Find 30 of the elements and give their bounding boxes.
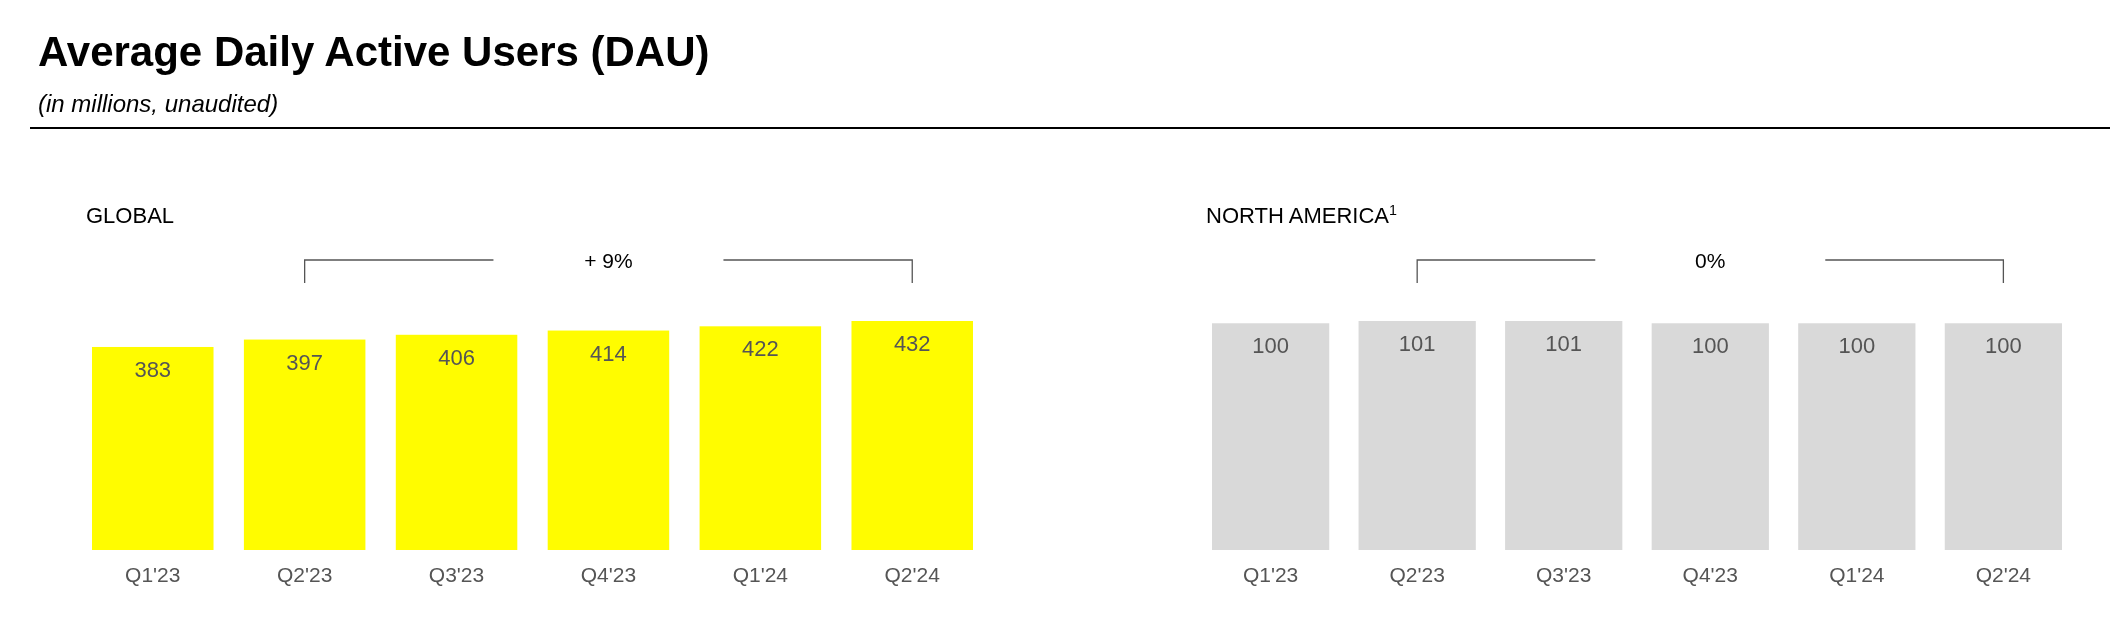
text: Average Daily Active Users (DAU) <box>38 28 710 75</box>
data-label: 100 <box>1838 333 1876 359</box>
data-label: 100 <box>1985 333 2022 359</box>
x-tick-label: Q2'24 <box>1975 563 2032 586</box>
data-label: 414 <box>590 340 627 366</box>
data-label: 432 <box>893 331 931 356</box>
x-tick-label: Q2'23 <box>276 563 333 586</box>
text: (in millions, unaudited) <box>38 90 279 117</box>
x-tick-label: Q2'24 <box>884 563 941 586</box>
x-tick-label: Q1'24 <box>1829 563 1885 586</box>
x-tick-label: Q2'23 <box>1389 563 1445 586</box>
x-tick-label: Q1'23 <box>125 563 181 586</box>
x-tick-label: Q4'23 <box>580 563 637 586</box>
x-tick-label: Q4'23 <box>1682 563 1738 586</box>
data-label: 100 <box>1252 333 1289 359</box>
data-label: 101 <box>1398 331 1436 356</box>
data-label: 422 <box>741 336 779 362</box>
x-tick-label: Q1'23 <box>1242 563 1299 586</box>
chart-title: NORTH AMERICA$^{1}$ <box>1206 202 1397 228</box>
chart-title: GLOBAL <box>86 203 175 228</box>
x-tick-label: Q3'23 <box>428 563 485 586</box>
text: + 9% <box>584 249 633 272</box>
x-tick-label: Q3'23 <box>1536 563 1592 586</box>
data-label: 383 <box>134 356 172 382</box>
x-tick-label: Q1'24 <box>732 563 789 586</box>
data-label: 406 <box>438 344 475 370</box>
text: 0% <box>1695 249 1726 272</box>
data-label: 101 <box>1545 331 1583 356</box>
data-label: 397 <box>286 349 324 375</box>
data-label: 100 <box>1691 333 1729 359</box>
